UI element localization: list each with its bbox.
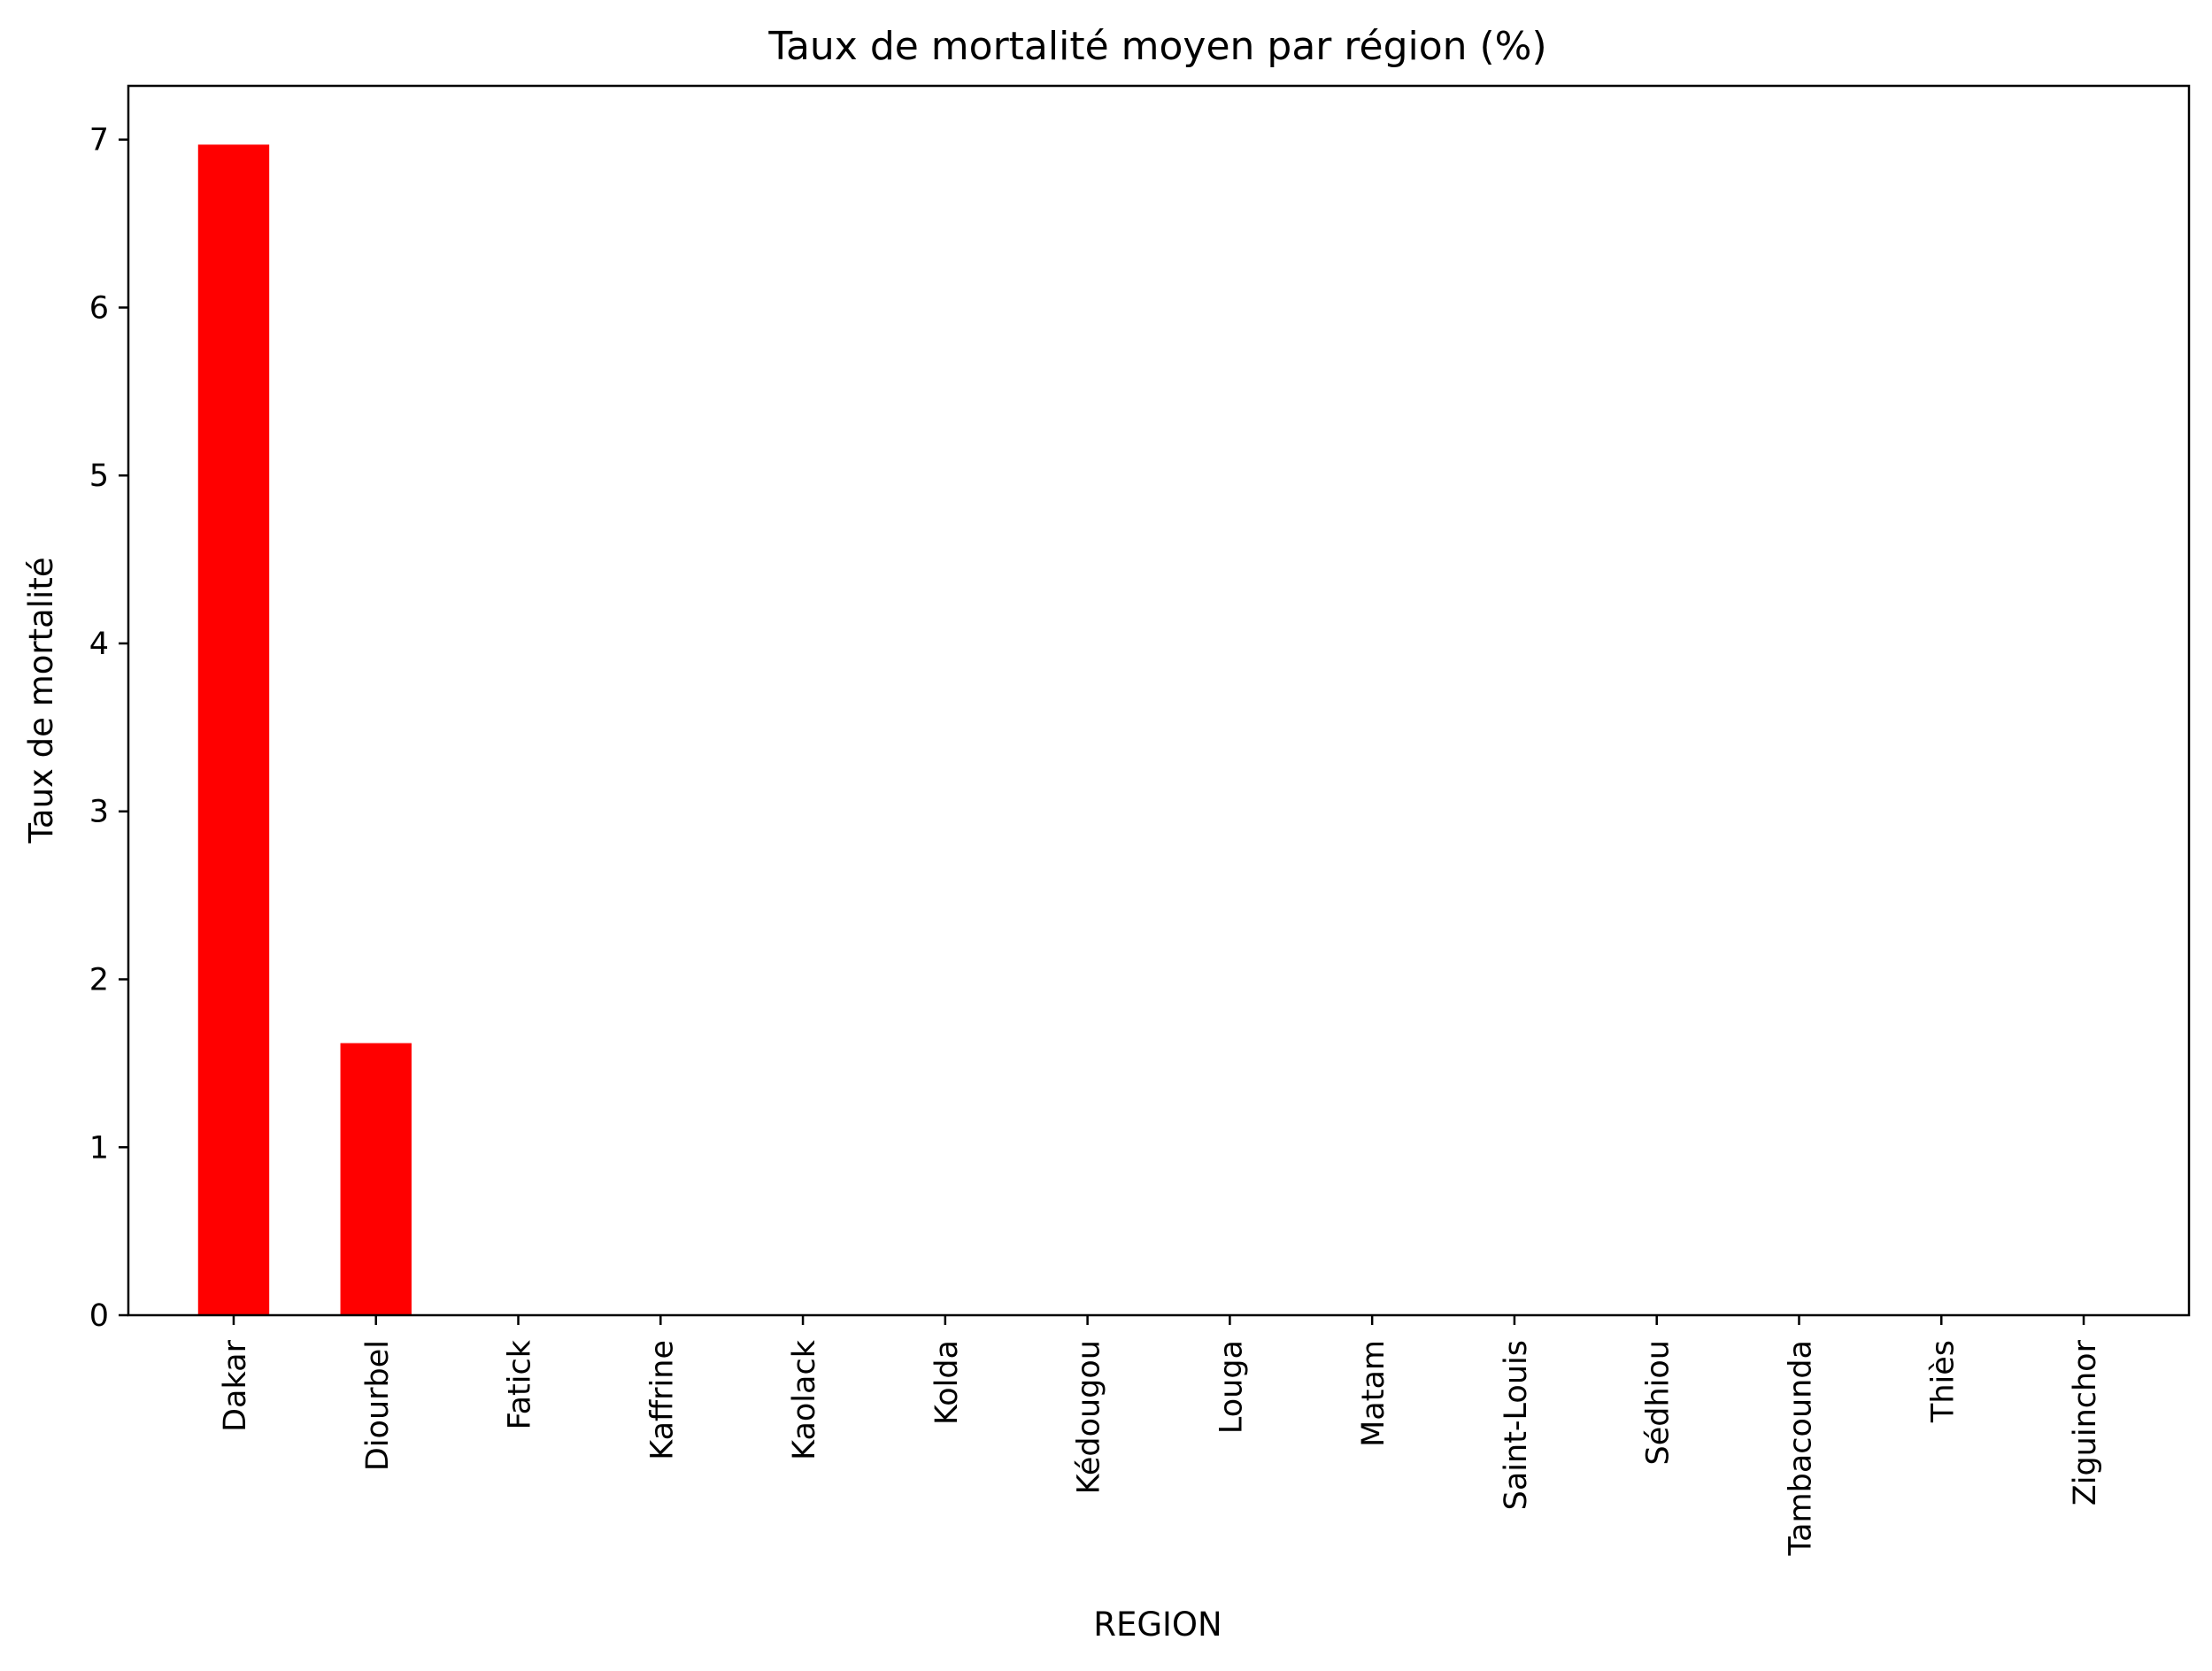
plot-frame bbox=[127, 84, 2191, 1317]
x-tick-label: Matam bbox=[1356, 1340, 1391, 1447]
bar-dakar bbox=[197, 144, 270, 1315]
x-tick-label: Dakar bbox=[218, 1339, 253, 1431]
y-axis: 0 1 2 3 4 5 6 7 bbox=[89, 123, 128, 1334]
x-tick-label: Kaffrine bbox=[644, 1340, 680, 1460]
y-tick-label: 7 bbox=[89, 123, 109, 158]
y-tick-label: 3 bbox=[89, 795, 109, 830]
x-tick-label: Thiès bbox=[1925, 1340, 1961, 1423]
x-tick-label: Kolda bbox=[929, 1340, 965, 1425]
x-tick-label: Kédougou bbox=[1072, 1340, 1107, 1494]
chart-title: Taux de mortalité moyen par région (%) bbox=[767, 24, 1546, 69]
y-axis-label: Taux de mortalité bbox=[22, 557, 60, 843]
x-axis: Dakar Diourbel Fatick Kaffrine Kaolack Kolda K… bbox=[218, 1315, 2103, 1556]
x-tick-label: Kaolack bbox=[787, 1339, 822, 1460]
x-tick-label: Sédhiou bbox=[1641, 1340, 1676, 1465]
x-tick-label: Tambacounda bbox=[1783, 1340, 1818, 1556]
bar-diourbel bbox=[340, 1043, 412, 1315]
y-tick-label: 5 bbox=[89, 458, 109, 494]
x-tick-label: Diourbel bbox=[360, 1340, 396, 1471]
bars-group bbox=[197, 144, 412, 1315]
y-tick-label: 1 bbox=[89, 1130, 109, 1166]
x-tick-label: Saint-Louis bbox=[1499, 1340, 1534, 1510]
y-tick-label: 2 bbox=[89, 962, 109, 997]
x-axis-label: REGION bbox=[1093, 1606, 1222, 1644]
y-tick-label: 0 bbox=[89, 1298, 109, 1334]
y-tick-label: 4 bbox=[89, 627, 109, 662]
x-tick-label: Ziguinchor bbox=[2068, 1339, 2103, 1505]
x-tick-label: Louga bbox=[1214, 1340, 1249, 1434]
y-tick-label: 6 bbox=[89, 290, 109, 326]
x-tick-label: Fatick bbox=[503, 1339, 538, 1429]
